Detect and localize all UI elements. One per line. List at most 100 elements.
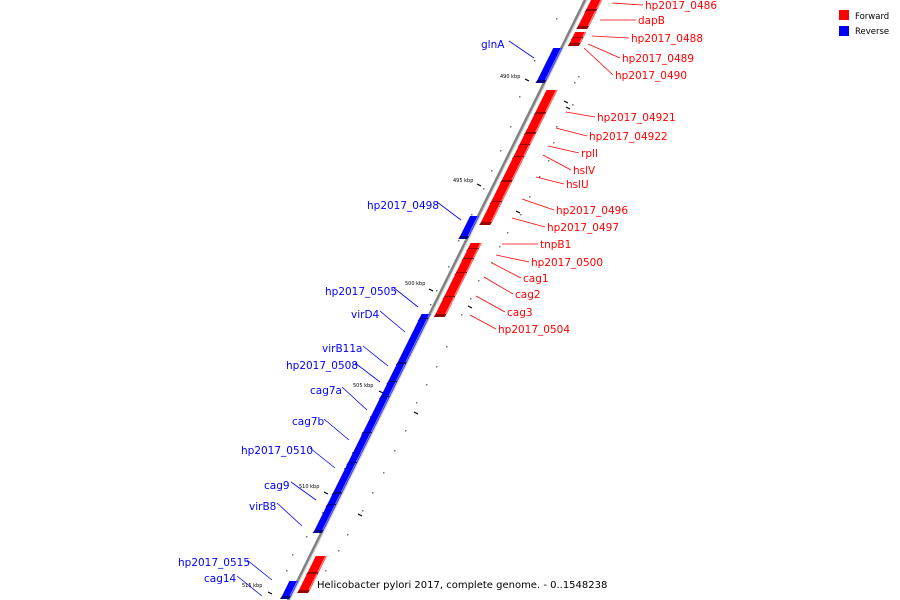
gene-body xyxy=(481,202,503,222)
gene-glnA[interactable] xyxy=(535,47,563,83)
tick-mark xyxy=(428,288,434,292)
gene-label-cag3[interactable]: cag3 xyxy=(507,307,533,319)
tick-mark-minor xyxy=(515,210,521,214)
gene-hp2017_04922[interactable] xyxy=(523,113,546,135)
gene-label-tnpB1[interactable]: tnpB1 xyxy=(540,239,571,251)
gene-virD4[interactable] xyxy=(395,318,429,365)
gene-body xyxy=(460,216,480,236)
gene-highlight xyxy=(511,156,524,181)
gene-virB11a[interactable] xyxy=(386,363,406,384)
gene-hp2017_0486[interactable] xyxy=(584,0,604,12)
gene-shadow xyxy=(567,43,581,46)
scale-dot xyxy=(491,262,493,264)
gene-label-hp2017_04922[interactable]: hp2017_04922 xyxy=(589,131,668,143)
tick-mark xyxy=(378,390,384,394)
gene-label-hp2017_0515[interactable]: hp2017_0515 xyxy=(178,557,250,569)
leader-line xyxy=(475,295,506,313)
gene-highlight xyxy=(544,47,562,81)
gene-hslU[interactable] xyxy=(499,156,525,183)
gene-label-hp2017_0498[interactable]: hp2017_0498 xyxy=(367,200,439,212)
scale-dot xyxy=(430,304,432,306)
gene-body xyxy=(314,505,337,530)
gene-virB8[interactable] xyxy=(312,504,337,533)
scale-dot xyxy=(352,452,354,454)
gene-hp2017_0498[interactable] xyxy=(458,215,480,239)
gene-body xyxy=(298,574,318,590)
gene-label-hp2017_0500[interactable]: hp2017_0500 xyxy=(531,257,603,269)
gene-label-cag2[interactable]: cag2 xyxy=(515,289,541,301)
gene-label-hp2017_0510[interactable]: hp2017_0510 xyxy=(241,445,313,457)
leader-line xyxy=(591,35,630,39)
tick-label: 505 kbp xyxy=(353,383,373,389)
legend-reverse-swatch xyxy=(839,26,849,36)
gene-hp2017_04921[interactable] xyxy=(533,89,558,115)
gene-body xyxy=(586,0,603,9)
gene-cag7a[interactable] xyxy=(361,396,390,435)
gene-label-cag14[interactable]: cag14 xyxy=(204,573,237,585)
gene-label-hp2017_0508[interactable]: hp2017_0508 xyxy=(286,360,358,372)
leader-line xyxy=(521,198,555,211)
scale-dot xyxy=(394,450,396,452)
scale-dot xyxy=(338,550,340,552)
gene-label-hp2017_0496[interactable]: hp2017_0496 xyxy=(556,205,628,217)
gene-body xyxy=(435,297,455,314)
gene-label-cag7b[interactable]: cag7b xyxy=(292,416,325,428)
gene-shadow xyxy=(576,26,590,29)
gene-label-hp2017_0497[interactable]: hp2017_0497 xyxy=(547,222,619,234)
gene-body xyxy=(513,145,531,156)
gene-label-cag9[interactable]: cag9 xyxy=(264,480,290,492)
scale-dot xyxy=(539,176,541,178)
gene-body xyxy=(444,273,467,296)
gene-label-hp2017_0505[interactable]: hp2017_0505 xyxy=(325,286,397,298)
scale-dot xyxy=(500,150,502,152)
gene-cag2[interactable] xyxy=(442,272,467,299)
gene-body xyxy=(388,364,406,381)
gene-label-hp2017_0486[interactable]: hp2017_0486 xyxy=(645,0,717,12)
gene-label-hp2017_0488[interactable]: hp2017_0488 xyxy=(631,33,703,45)
gene-label-cag1[interactable]: cag1 xyxy=(523,273,549,285)
gene-highlight xyxy=(490,201,502,223)
gene-labels: hp2017_0486 dapB hp2017_0488 hp2017_0489 hp2… xyxy=(178,0,717,597)
gene-cag-end-fwd[interactable] xyxy=(296,573,318,593)
gene-dapB[interactable] xyxy=(576,10,597,29)
gene-highlight xyxy=(529,133,536,145)
gene-label-dapB[interactable]: dapB xyxy=(638,15,665,27)
gene-label-virB8[interactable]: virB8 xyxy=(249,501,276,513)
gene-label-hslV[interactable]: hslV xyxy=(573,165,596,177)
gene-label-virD4[interactable]: virD4 xyxy=(351,309,380,321)
gene-label-rplI[interactable]: rplI xyxy=(581,148,598,160)
tick-mark xyxy=(323,491,329,495)
gene-cag14[interactable] xyxy=(279,580,299,599)
gene-label-hp2017_0490[interactable]: hp2017_0490 xyxy=(615,70,687,82)
scale-dot xyxy=(292,554,294,556)
scale-dot xyxy=(510,126,512,128)
scale-dot xyxy=(383,472,385,474)
gene-highlight xyxy=(465,258,474,273)
scale-dot xyxy=(574,82,576,84)
gene-label-cag7a[interactable]: cag7a xyxy=(310,385,342,397)
legend-forward-swatch xyxy=(839,10,849,20)
gene-cag3[interactable] xyxy=(433,296,455,317)
gene-hp2017_0489[interactable] xyxy=(567,37,584,46)
gene-label-glnA[interactable]: glnA xyxy=(481,39,505,51)
gene-label-hslU[interactable]: hslU xyxy=(566,179,589,191)
gene-hp2017_0497[interactable] xyxy=(479,201,503,225)
scale-dot xyxy=(426,384,428,386)
tick-marks: 490 kbp 495 kbp 500 kbp 505 kbp 510 kbp 515 k… xyxy=(242,74,571,595)
leader-line xyxy=(542,154,572,171)
gene-label-hp2017_0504[interactable]: hp2017_0504 xyxy=(498,324,570,336)
scale-dot xyxy=(572,104,574,106)
scale-dot xyxy=(436,290,438,292)
scale-dot xyxy=(520,214,522,216)
gene-label-hp2017_0489[interactable]: hp2017_0489 xyxy=(622,53,694,65)
leader-anchor xyxy=(436,0,461,202)
gene-highlight xyxy=(341,462,357,493)
tick-label: 495 kbp xyxy=(453,178,473,184)
scale-dot xyxy=(534,60,536,62)
gene-hp2017_0505[interactable] xyxy=(417,313,431,321)
scale-dot xyxy=(499,246,501,248)
gene-body xyxy=(525,114,546,132)
gene-label-virB11a[interactable]: virB11a xyxy=(322,343,362,355)
gene-label-hp2017_04921[interactable]: hp2017_04921 xyxy=(597,112,676,124)
gene-body xyxy=(501,157,525,180)
